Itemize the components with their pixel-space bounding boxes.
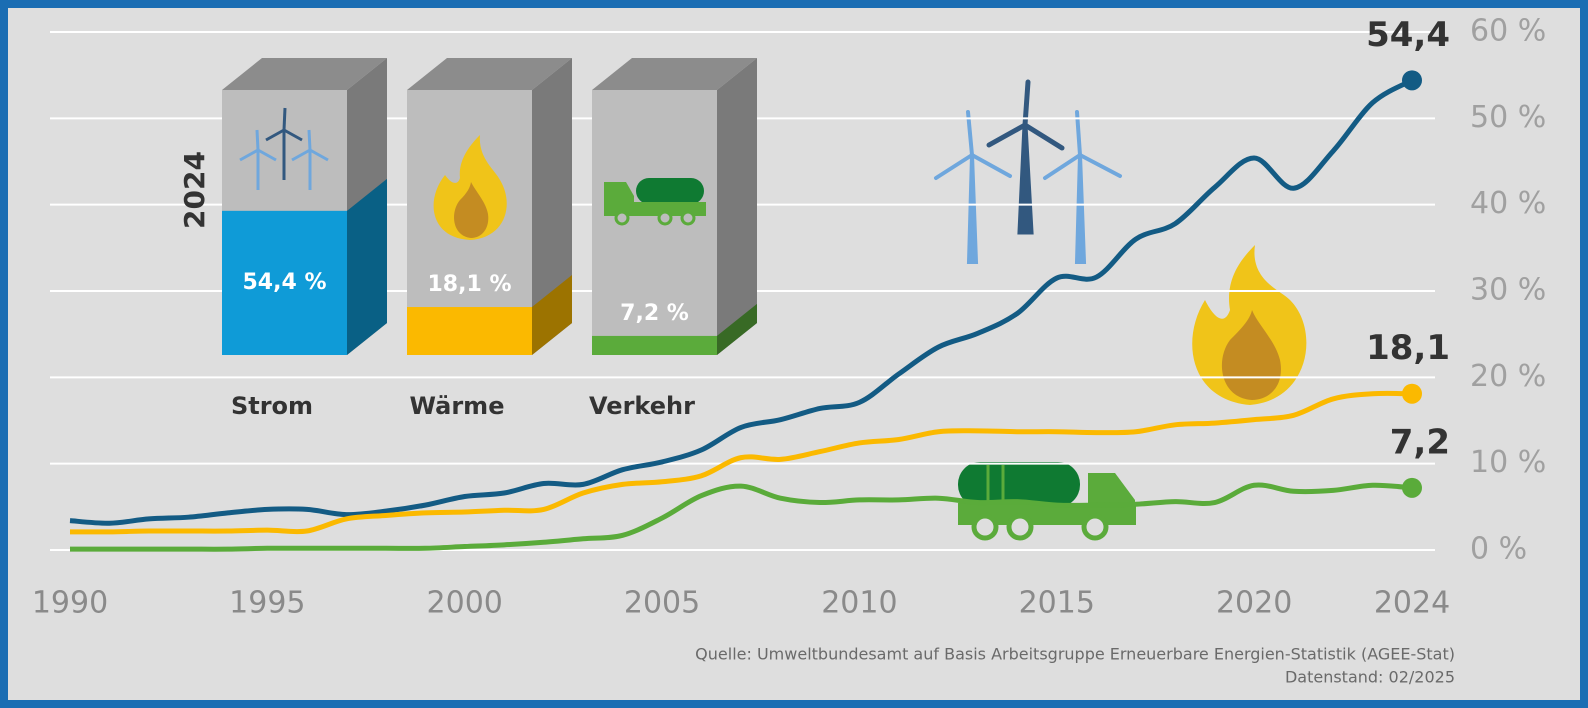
x-tick-label: 1995 <box>229 586 305 621</box>
x-tick-label: 2024 <box>1374 586 1450 621</box>
box-value-label: 54,4 % <box>243 270 327 295</box>
box-category: Verkehr <box>589 392 695 420</box>
box-value-label: 18,1 % <box>428 272 512 297</box>
box-fill <box>407 307 532 355</box>
box-category: Wärme <box>410 392 505 420</box>
y-tick-label: 30 % <box>1470 273 1546 308</box>
y-tick-label: 50 % <box>1470 100 1546 135</box>
end-point <box>1402 478 1422 498</box>
source-note: Datenstand: 02/2025 <box>1285 668 1455 687</box>
y-tick-label: 40 % <box>1470 186 1546 221</box>
x-tick-label: 1990 <box>32 586 108 621</box>
end-point <box>1402 70 1422 90</box>
inset-title: 2024 <box>178 151 211 229</box>
value-label: 18,1 <box>1366 328 1450 368</box>
box-value-label: 7,2 % <box>620 301 689 326</box>
y-tick-label: 0 % <box>1470 532 1527 567</box>
end-point <box>1402 384 1422 404</box>
y-tick-label: 60 % <box>1470 14 1546 49</box>
box <box>222 58 387 355</box>
source-note: Quelle: Umweltbundesamt auf Basis Arbeit… <box>695 645 1455 664</box>
x-tick-label: 2000 <box>427 586 503 621</box>
x-tick-label: 2010 <box>821 586 897 621</box>
x-tick-label: 2020 <box>1216 586 1292 621</box>
y-tick-label: 10 % <box>1470 445 1546 480</box>
chart: 0 % 10 % 20 % 30 % 40 % 50 % 60 % 1990 1995 2000 2… <box>0 0 1588 708</box>
box-fill <box>592 336 717 355</box>
x-tick-label: 2015 <box>1019 586 1095 621</box>
x-tick-label: 2005 <box>624 586 700 621</box>
y-tick-label: 20 % <box>1470 359 1546 394</box>
value-label: 7,2 <box>1390 422 1450 462</box>
value-label: 54,4 <box>1366 15 1450 55</box>
box-category: Strom <box>231 392 313 420</box>
